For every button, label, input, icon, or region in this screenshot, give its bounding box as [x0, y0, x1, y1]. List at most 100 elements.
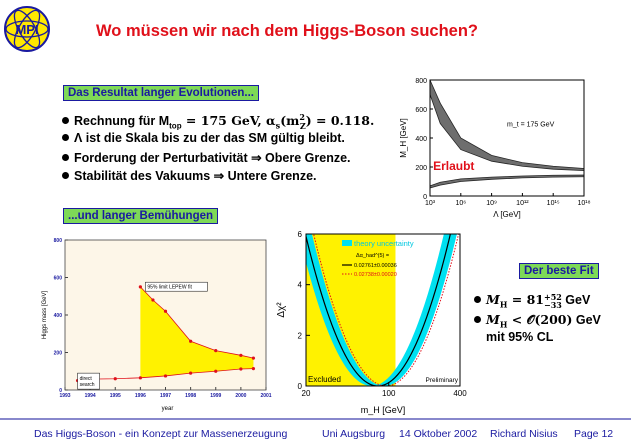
- fit-curve: [306, 234, 452, 386]
- x-tick-label: 2000: [235, 393, 246, 399]
- fit-err-down: −33: [543, 299, 562, 310]
- bullet-text: Rechnung für M: [74, 114, 170, 129]
- fit-lhs-sub: H: [499, 319, 508, 330]
- direct-search-point: [113, 377, 117, 381]
- y-tick-label: 2: [298, 331, 303, 340]
- y-tick-label: 0: [298, 382, 303, 391]
- upper-limit-point: [138, 285, 142, 289]
- allowed-region: [140, 286, 254, 378]
- footer-date: 14 Oktober 2002: [399, 428, 478, 440]
- x-tick-label: 1998: [185, 393, 196, 399]
- x-axis-label: Λ [GeV]: [493, 210, 521, 219]
- y-axis-label: Higgs mass [GeV]: [42, 290, 48, 339]
- x-tick-label: 1997: [160, 393, 171, 399]
- page-title: Wo müssen wir nach dem Higgs-Boson suche…: [96, 22, 478, 40]
- upper-limit-point: [214, 349, 218, 353]
- upper-limit-point: [151, 298, 155, 302]
- direct-search-point: [214, 369, 218, 373]
- fit-unit: GeV: [572, 313, 601, 327]
- annotation-direct: search: [80, 382, 95, 388]
- bullet-dot: [62, 117, 69, 125]
- fit-lhs: M: [486, 312, 500, 327]
- y-tick-label: 400: [415, 136, 427, 143]
- x-axis-label: year: [162, 406, 174, 412]
- bullet-math-rest: (m: [280, 113, 300, 129]
- x-tick-label: 10¹⁸: [577, 200, 590, 207]
- bullet-text: Λ ist die Skala bis zu der das SM gültig…: [74, 131, 345, 145]
- plot-frame-top: [305, 233, 461, 387]
- bullet-perturbativity: Forderung der Perturbativität ⇒ Obere Gr…: [62, 150, 351, 165]
- y-tick-label: 0: [59, 388, 62, 394]
- section-label-efforts: ...und langer Bemühungen: [63, 208, 219, 224]
- x-tick-label: 1996: [135, 393, 146, 399]
- bullet-dot: [474, 296, 481, 303]
- bullet-sub2: Z: [299, 120, 306, 131]
- chart-year: 0 200 400 600 800 1993 1994 1995 1996 1997 1998 199…: [42, 238, 272, 412]
- fit-err-up: +52: [543, 291, 562, 302]
- direct-search-point: [251, 367, 256, 371]
- x-tick-label: 1993: [59, 393, 70, 399]
- bullet-math-sub: s: [275, 120, 281, 131]
- legend-dalpha: Δα_had^(5) =: [356, 253, 389, 259]
- x-tick-label: 10⁶: [455, 200, 466, 207]
- upper-limit-point: [251, 356, 256, 360]
- direct-search-point: [163, 374, 168, 378]
- fit-op: < 𝒪(200): [507, 312, 573, 327]
- legend-swatch-theory: [342, 240, 352, 246]
- y-axis-label: Δχ²: [276, 302, 287, 318]
- x-tick-label: 10¹⁵: [547, 200, 560, 207]
- lower-bound-band: [429, 174, 585, 189]
- footer-talk: Das Higgs-Boson - ein Konzept zur Massen…: [34, 428, 288, 440]
- y-tick-label: 200: [54, 351, 63, 357]
- bullet-math: = 175 GeV, α: [181, 113, 276, 129]
- y-tick-label: 0: [423, 194, 427, 201]
- direct-search-box: [77, 372, 100, 390]
- fit-op: = 81: [507, 292, 544, 307]
- section-label-evolution: Das Resultat langer Evolutionen...: [63, 85, 259, 101]
- direct-search-point: [189, 371, 193, 375]
- fit-bullet-mass: MH = 81 +52 −33 GeV: [474, 292, 590, 310]
- x-tick-label: 10¹²: [516, 200, 529, 207]
- direct-search-point: [138, 376, 142, 380]
- legend-theory: theory uncertainty: [354, 239, 414, 248]
- footer-page: Page 12: [574, 428, 614, 440]
- direct-search-point: [239, 367, 243, 371]
- footer: Das Higgs-Boson - ein Konzept zur Massen…: [0, 424, 631, 446]
- annotation-box: [145, 281, 208, 292]
- annotation-mtop: m_t = 175 GeV: [507, 121, 555, 128]
- y-tick-label: 600: [415, 107, 427, 114]
- bullet-dot: [474, 316, 481, 323]
- bullet-dot: [62, 134, 69, 141]
- y-tick-label: 800: [415, 78, 427, 85]
- footer-divider: [0, 418, 631, 420]
- preliminary-label: Preliminary: [425, 377, 458, 384]
- mpi-logo: MPI: [4, 6, 50, 52]
- bullet-tail: ) = 0.118.: [305, 113, 375, 129]
- fit-lhs: M: [486, 292, 500, 307]
- annotation-direct: direct: [80, 376, 93, 382]
- bullet-dot: [62, 172, 69, 179]
- y-tick-label: 6: [298, 230, 303, 239]
- fit-lhs-sub: H: [499, 299, 508, 310]
- x-tick-label: 10³: [425, 200, 436, 207]
- logo-text: MPI: [15, 22, 38, 37]
- excluded-label: Excluded: [308, 375, 341, 384]
- y-tick-label: 200: [415, 165, 427, 172]
- x-tick-label: 100: [382, 389, 396, 398]
- x-tick-label: 1994: [85, 393, 96, 399]
- bullet-dot: [62, 154, 69, 161]
- region-label-allowed: Erlaubt: [433, 159, 474, 173]
- footer-author: Richard Nisius: [490, 428, 558, 440]
- annotation-band: 95% limit LEPEW fit: [147, 285, 192, 291]
- fit-bullet-limit: MH < 𝒪(200) GeV: [474, 312, 601, 330]
- x-tick-label: 1995: [110, 393, 121, 399]
- upper-limit-point: [189, 339, 193, 343]
- x-tick-label: 400: [453, 389, 467, 398]
- chart-blueband: 0 2 4 6 20 100 400 m_H [GeV] Δχ² Excluded Prelimin…: [276, 230, 467, 415]
- bullet-text: Stabilität des Vakuums ⇒ Untere Grenze.: [74, 169, 317, 183]
- y-tick-label: 800: [54, 238, 63, 244]
- y-tick-label: 600: [54, 276, 63, 282]
- x-tick-label: 20: [302, 389, 311, 398]
- bullet-vacuum-stability: Stabilität des Vakuums ⇒ Untere Grenze.: [62, 168, 317, 183]
- upper-limit-point: [239, 353, 243, 357]
